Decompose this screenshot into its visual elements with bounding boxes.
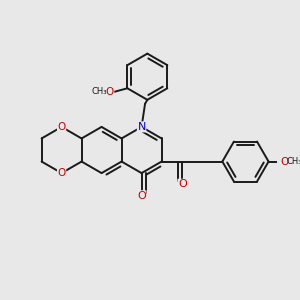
Text: O: O [58, 122, 66, 132]
Text: CH₃: CH₃ [287, 157, 300, 166]
Text: O: O [106, 87, 114, 97]
Text: N: N [137, 122, 146, 132]
Text: O: O [178, 179, 187, 189]
Text: O: O [281, 157, 289, 166]
Text: O: O [58, 168, 66, 178]
Text: O: O [137, 191, 146, 201]
Text: CH₃: CH₃ [92, 87, 107, 96]
